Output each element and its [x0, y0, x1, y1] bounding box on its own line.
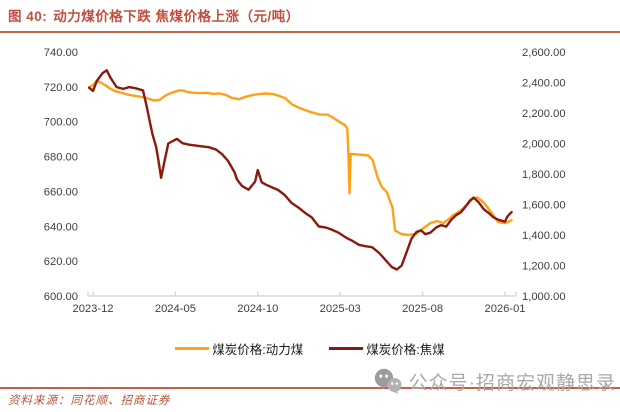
footer-divider: [0, 387, 620, 389]
figure-title-bar: 图 40: 动力煤价格下跌 焦煤价格上涨（元/吨）: [0, 0, 620, 33]
left-axis-tick-label: 620.00: [44, 256, 78, 268]
x-axis-tick-label: 2024-05: [155, 303, 196, 315]
x-axis-tick-label: 2025-03: [320, 303, 361, 315]
left-axis-tick-label: 660.00: [44, 186, 78, 198]
thermal-coal-line: [87, 79, 513, 237]
left-axis-tick-label: 640.00: [44, 221, 78, 233]
left-axis-tick-label: 720.00: [44, 82, 78, 94]
figure-title: 动力煤价格下跌 焦煤价格上涨（元/吨）: [53, 9, 300, 24]
left-axis-tick-label: 680.00: [44, 152, 78, 164]
legend-item-thermal-coal: 煤炭价格:动力煤: [175, 339, 303, 358]
watermark-text: 公众号·招商宏观静思录: [408, 373, 616, 394]
right-axis-tick-label: 1,800.00: [522, 169, 566, 181]
legend-item-coking-coal: 煤炭价格:焦煤: [329, 339, 445, 358]
x-axis-tick-label: 2023-12: [72, 303, 113, 315]
x-axis-tick-label: 2024-10: [237, 303, 278, 315]
coking-coal-line-swatch: [329, 347, 364, 350]
data-source-note: 资料来源：同花顺、招商证券: [8, 395, 171, 407]
wechat-icon: [374, 368, 402, 395]
left-axis-tick-label: 600.00: [44, 291, 78, 303]
right-axis-tick-label: 1,400.00: [522, 230, 566, 242]
legend-label-thermal-coal: 煤炭价格:动力煤: [212, 343, 304, 357]
thermal-coal-line-swatch: [175, 347, 210, 350]
left-axis-tick-label: 700.00: [44, 117, 78, 129]
right-axis-tick-label: 2,400.00: [522, 78, 566, 90]
coal-price-line-chart: 740.00 720.00 700.00 680.00 660.00 640.00 620.…: [44, 47, 566, 315]
right-axis-tick-label: 2,200.00: [522, 108, 566, 120]
figure-number: 图 40:: [8, 9, 48, 24]
legend-label-coking-coal: 煤炭价格:焦煤: [366, 343, 445, 357]
chart-legend: 煤炭价格:动力煤 煤炭价格:焦煤: [0, 339, 620, 358]
right-axis-tick-label: 1,000.00: [522, 291, 566, 303]
right-axis-tick-label: 2,600.00: [522, 47, 566, 59]
left-axis-tick-label: 740.00: [44, 47, 78, 59]
x-axis-tick-label: 2025-08: [402, 303, 443, 315]
right-axis-tick-label: 2,000.00: [522, 139, 566, 151]
right-axis-tick-label: 1,200.00: [522, 261, 566, 273]
coking-coal-line: [87, 69, 513, 271]
wechat-watermark: 公众号·招商宏观静思录: [373, 368, 616, 395]
x-axis-tick-label: 2026-01: [484, 303, 525, 315]
right-axis-tick-label: 1,600.00: [522, 200, 566, 212]
